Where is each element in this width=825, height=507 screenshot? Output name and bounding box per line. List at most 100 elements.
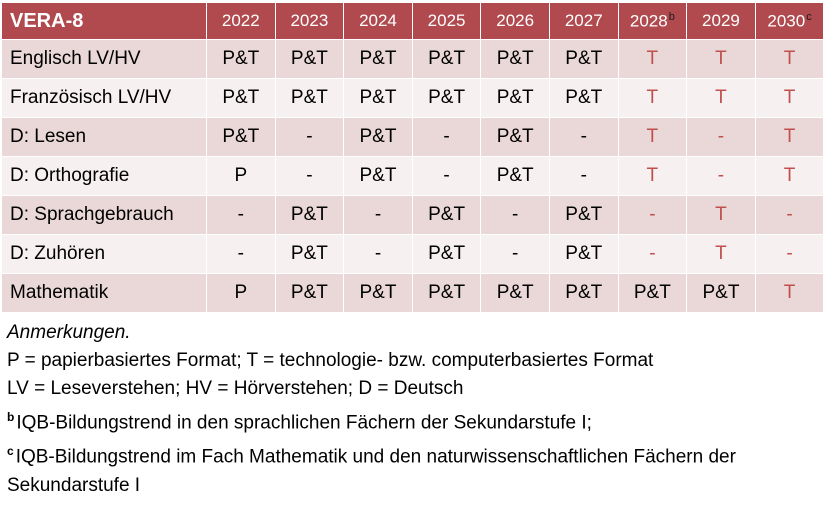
value-cell: P&T bbox=[548, 39, 619, 79]
year-header-2027: 2027 bbox=[548, 2, 619, 40]
value-cell: P&T bbox=[343, 156, 413, 196]
value-cell: - bbox=[686, 117, 756, 157]
table-body: Englisch LV/HV P&T P&T P&T P&T P&T P&T T T T Franz… bbox=[1, 39, 825, 313]
value-cell: T bbox=[754, 78, 825, 118]
row-label: Mathematik bbox=[1, 273, 207, 313]
value-cell: T bbox=[754, 39, 825, 79]
value-cell: - bbox=[617, 234, 688, 274]
year-header-2025: 2025 bbox=[411, 2, 482, 40]
table-row: D: Orthografie P - P&T - P&T - T - T bbox=[1, 156, 825, 196]
value-cell: T bbox=[617, 78, 688, 118]
value-cell: P&T bbox=[343, 39, 413, 79]
row-label: Französisch LV/HV bbox=[1, 78, 207, 118]
value-cell: T bbox=[686, 39, 756, 79]
table-row: D: Lesen P&T - P&T - P&T - T - T bbox=[1, 117, 825, 157]
value-cell: - bbox=[274, 156, 345, 196]
table-row: Mathematik P P&T P&T P&T P&T P&T P&T P&T T bbox=[1, 273, 825, 313]
value-cell: - bbox=[343, 234, 413, 274]
notes-section: Anmerkungen. P = papierbasiertes Format;… bbox=[0, 313, 825, 500]
year-header-2030: 2030c bbox=[754, 2, 825, 40]
footnote-marker-c: c bbox=[806, 10, 812, 23]
row-label: D: Sprachgebrauch bbox=[1, 195, 207, 235]
value-cell: P&T bbox=[206, 117, 276, 157]
vera8-table: VERA-8 2022 2023 2024 2025 2026 2027 2028b 2029 2… bbox=[1, 2, 825, 313]
value-cell: - bbox=[274, 117, 345, 157]
row-label: D: Zuhören bbox=[1, 234, 207, 274]
table-title-cell: VERA-8 bbox=[1, 2, 207, 40]
value-cell: T bbox=[617, 39, 688, 79]
value-cell: P&T bbox=[411, 78, 482, 118]
note-line: b IQB-Bildungstrend in den sprachlichen F… bbox=[7, 410, 592, 434]
value-cell: P&T bbox=[274, 234, 345, 274]
value-cell: P&T bbox=[274, 78, 345, 118]
value-cell: - bbox=[617, 195, 688, 235]
value-cell: P&T bbox=[343, 117, 413, 157]
value-cell: T bbox=[754, 117, 825, 157]
value-cell: - bbox=[411, 156, 482, 196]
year-header-2026: 2026 bbox=[480, 2, 550, 40]
value-cell: P bbox=[206, 156, 276, 196]
value-cell: - bbox=[343, 195, 413, 235]
value-cell: - bbox=[686, 156, 756, 196]
value-cell: P&T bbox=[274, 273, 345, 313]
table-row: D: Zuhören - P&T - P&T - P&T - T - bbox=[1, 234, 825, 274]
value-cell: P&T bbox=[411, 273, 482, 313]
note-footnote-marker-c: c bbox=[7, 444, 14, 459]
value-cell: P&T bbox=[343, 273, 413, 313]
table-row: Englisch LV/HV P&T P&T P&T P&T P&T P&T T T T bbox=[1, 39, 825, 79]
table-row: Französisch LV/HV P&T P&T P&T P&T P&T P&T T T T bbox=[1, 78, 825, 118]
notes-lines: P = papierbasiertes Format; T = technolo… bbox=[7, 347, 815, 500]
note-footnote-marker-b: b bbox=[7, 410, 15, 424]
value-cell: P&T bbox=[548, 78, 619, 118]
note-line: c IQB-Bildungstrend im Fach Mathematik un… bbox=[7, 444, 736, 496]
value-cell: T bbox=[686, 195, 756, 235]
value-cell: - bbox=[754, 195, 825, 235]
value-cell: P&T bbox=[343, 78, 413, 118]
notes-title: Anmerkungen. bbox=[7, 322, 131, 343]
table-row: D: Sprachgebrauch - P&T - P&T - P&T - T - bbox=[1, 195, 825, 235]
value-cell: P&T bbox=[411, 234, 482, 274]
value-cell: P&T bbox=[480, 156, 550, 196]
row-label: D: Orthografie bbox=[1, 156, 207, 196]
value-cell: - bbox=[754, 234, 825, 274]
value-cell: P&T bbox=[548, 234, 619, 274]
value-cell: - bbox=[206, 234, 276, 274]
year-header-2022: 2022 bbox=[206, 2, 276, 40]
year-header-2029: 2029 bbox=[686, 2, 756, 40]
value-cell: P&T bbox=[274, 195, 345, 235]
value-cell: T bbox=[686, 78, 756, 118]
value-cell: P&T bbox=[548, 195, 619, 235]
value-cell: P&T bbox=[480, 273, 550, 313]
year-header-2028: 2028b bbox=[617, 2, 688, 40]
value-cell: - bbox=[480, 195, 550, 235]
value-cell: P&T bbox=[206, 78, 276, 118]
value-cell: T bbox=[686, 234, 756, 274]
value-cell: P&T bbox=[480, 78, 550, 118]
value-cell: T bbox=[754, 156, 825, 196]
footnote-marker-b: b bbox=[668, 10, 675, 23]
row-label: Englisch LV/HV bbox=[1, 39, 207, 79]
value-cell: - bbox=[206, 195, 276, 235]
value-cell: T bbox=[617, 117, 688, 157]
value-cell: - bbox=[548, 117, 619, 157]
value-cell: P&T bbox=[206, 39, 276, 79]
note-line: P = papierbasiertes Format; T = technolo… bbox=[7, 350, 654, 371]
value-cell: - bbox=[480, 234, 550, 274]
value-cell: - bbox=[548, 156, 619, 196]
value-cell: T bbox=[754, 273, 825, 313]
value-cell: P&T bbox=[411, 195, 482, 235]
row-label: D: Lesen bbox=[1, 117, 207, 157]
value-cell: P&T bbox=[548, 273, 619, 313]
value-cell: P&T bbox=[480, 117, 550, 157]
note-line: LV = Leseverstehen; HV = Hörverstehen; D… bbox=[7, 378, 464, 399]
value-cell: P&T bbox=[411, 39, 482, 79]
value-cell: P&T bbox=[617, 273, 688, 313]
table-header-row: VERA-8 2022 2023 2024 2025 2026 2027 2028b 2029 2… bbox=[1, 2, 825, 40]
value-cell: P bbox=[206, 273, 276, 313]
value-cell: P&T bbox=[686, 273, 756, 313]
value-cell: T bbox=[617, 156, 688, 196]
value-cell: P&T bbox=[274, 39, 345, 79]
year-header-2023: 2023 bbox=[274, 2, 345, 40]
value-cell: P&T bbox=[480, 39, 550, 79]
